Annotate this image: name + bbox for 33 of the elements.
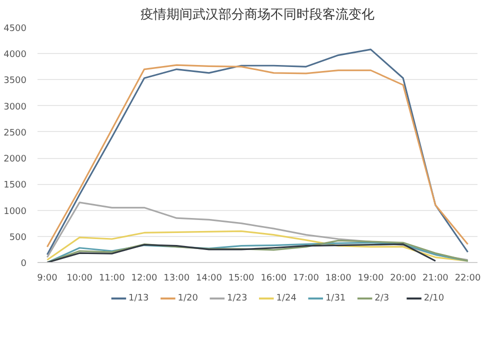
x-tick-label: 15:00 bbox=[228, 274, 255, 284]
y-tick-label: 500 bbox=[9, 232, 27, 243]
x-tick-label: 17:00 bbox=[293, 274, 320, 284]
y-tick-label: 4000 bbox=[4, 50, 27, 60]
y-tick-label: 3500 bbox=[4, 76, 27, 86]
legend-label: 2/10 bbox=[424, 294, 444, 304]
legend-label: 1/23 bbox=[227, 294, 248, 304]
y-tick-label: 2500 bbox=[4, 128, 27, 138]
x-tick-label: 21:00 bbox=[422, 274, 449, 284]
y-tick-label: 4500 bbox=[4, 24, 27, 34]
x-tick-label: 18:00 bbox=[325, 274, 352, 284]
x-tick-label: 12:00 bbox=[131, 274, 158, 284]
y-tick-label: 3000 bbox=[4, 102, 27, 112]
legend-label: 2/3 bbox=[374, 294, 390, 304]
y-tick-label: 1500 bbox=[4, 180, 27, 191]
legend-label: 1/24 bbox=[276, 294, 297, 304]
x-tick-label: 9:00 bbox=[37, 274, 58, 284]
x-tick-label: 14:00 bbox=[196, 274, 222, 284]
x-tick-label: 20:00 bbox=[390, 274, 416, 284]
x-tick-label: 13:00 bbox=[164, 274, 190, 284]
x-tick-label: 11:00 bbox=[98, 274, 126, 284]
y-tick-label: 1000 bbox=[4, 206, 27, 217]
legend-label: 1/31 bbox=[325, 294, 346, 304]
x-tick-label: 16:00 bbox=[260, 274, 287, 284]
y-tick-label: 2000 bbox=[4, 154, 27, 165]
y-tick-label: 0 bbox=[20, 259, 27, 269]
x-tick-label: 22:00 bbox=[454, 274, 482, 284]
x-tick-label: 10:00 bbox=[66, 274, 93, 284]
x-tick-label: 19:00 bbox=[358, 274, 384, 284]
legend-label: 1/13 bbox=[128, 294, 149, 304]
line-series bbox=[46, 230, 469, 262]
legend-label: 1/20 bbox=[178, 294, 198, 304]
chart-title: 疫情期间武汉部分商场不同时段客流变化 bbox=[140, 6, 374, 22]
